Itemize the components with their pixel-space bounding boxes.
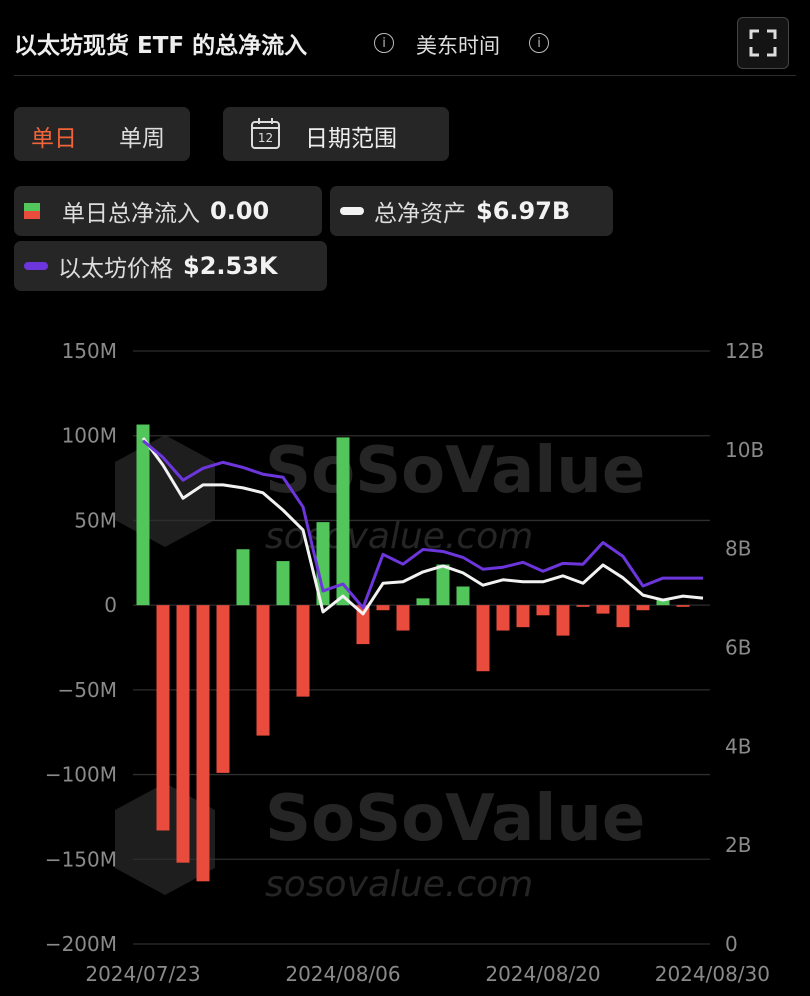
bar — [536, 605, 550, 616]
x-tick-label: 2024/07/23 — [85, 962, 200, 986]
tab-active[interactable]: 单日 — [31, 126, 77, 152]
bar — [596, 605, 610, 614]
watermark-brand: SoSoValue — [265, 782, 645, 856]
page-title: 以太坊现货 ETF 的总净流入 — [14, 33, 308, 59]
bar — [296, 605, 310, 697]
watermark: SoSoValue sosovalue.com SoSoValue sosova… — [115, 434, 645, 905]
bar — [576, 605, 590, 607]
x-tick-label: 2024/08/20 — [485, 962, 600, 986]
y2-tick-label: 10B — [725, 438, 764, 462]
y2-tick-label: 12B — [725, 339, 764, 363]
divider — [14, 75, 796, 76]
bar — [456, 586, 470, 606]
legend-label: 以太坊价格 — [58, 256, 173, 282]
bar — [636, 605, 650, 611]
bar — [196, 605, 210, 882]
bar — [416, 598, 430, 606]
legend-label: 单日总净流入 — [62, 201, 200, 227]
y-tick-label: −200M — [45, 932, 117, 956]
bar — [276, 561, 290, 606]
fullscreen-button[interactable] — [737, 17, 789, 69]
legend-item[interactable]: 单日总净流入 0.00 — [14, 186, 322, 236]
bar — [616, 605, 630, 628]
legend-icon — [340, 207, 364, 215]
line — [142, 439, 703, 610]
legend-item[interactable]: 以太坊价格 $2.53K — [14, 241, 327, 291]
y-tick-label: 0 — [104, 593, 117, 617]
fullscreen-icon — [749, 29, 777, 57]
y-tick-label: −50M — [58, 678, 117, 702]
bar — [236, 549, 250, 606]
bar — [436, 564, 450, 606]
y2-tick-label: 4B — [725, 734, 751, 758]
y-tick-label: −150M — [45, 847, 117, 871]
bar — [256, 605, 270, 736]
bar — [376, 605, 390, 611]
tab[interactable]: 单周 — [119, 126, 165, 152]
y-tick-label: 100M — [62, 424, 117, 448]
bar — [156, 605, 170, 831]
calendar-icon: 12 — [251, 118, 280, 149]
legend-item[interactable]: 总净资产 $6.97B — [330, 186, 613, 236]
legend-icon — [24, 262, 48, 270]
bar — [396, 605, 410, 631]
bar — [336, 437, 350, 606]
legend-label: 总净资产 — [374, 201, 466, 227]
y2-tick-label: 0 — [725, 932, 738, 956]
watermark-brand: SoSoValue — [265, 434, 645, 508]
x-tick-label: 2024/08/30 — [655, 962, 770, 986]
info-icon[interactable]: i — [374, 33, 394, 53]
y2-tick-label: 2B — [725, 833, 751, 857]
y-tick-label: 150M — [62, 339, 117, 363]
period-tabs: 单日 单周 — [14, 107, 190, 161]
bar — [216, 605, 230, 773]
bar — [516, 605, 530, 628]
timezone-label: 美东时间 — [416, 34, 500, 58]
y-tick-label: −100M — [45, 763, 117, 787]
y-tick-label: 50M — [74, 508, 117, 532]
bar — [656, 600, 670, 606]
bar — [556, 605, 570, 636]
y2-tick-label: 6B — [725, 636, 751, 660]
chart: SoSoValue sosovalue.com SoSoValue sosova… — [45, 339, 770, 986]
x-tick-label: 2024/08/06 — [285, 962, 400, 986]
bar — [476, 605, 490, 672]
bar — [676, 605, 690, 607]
legend-value: 0.00 — [210, 197, 270, 225]
info-icon[interactable]: i — [529, 33, 549, 53]
legend-icon — [24, 203, 40, 219]
bar — [496, 605, 510, 631]
watermark-url: sosovalue.com — [265, 864, 533, 905]
calendar-day: 12 — [258, 131, 273, 145]
date-range-button[interactable]: 12 日期范围 — [223, 107, 449, 161]
legend-value: $2.53K — [183, 252, 278, 280]
legend-value: $6.97B — [476, 197, 571, 225]
bar — [176, 605, 190, 863]
bar — [356, 605, 370, 645]
line — [141, 437, 704, 616]
date-range-label: 日期范围 — [305, 126, 397, 152]
bar — [136, 424, 150, 606]
bar — [316, 522, 330, 606]
y2-tick-label: 8B — [725, 537, 751, 561]
